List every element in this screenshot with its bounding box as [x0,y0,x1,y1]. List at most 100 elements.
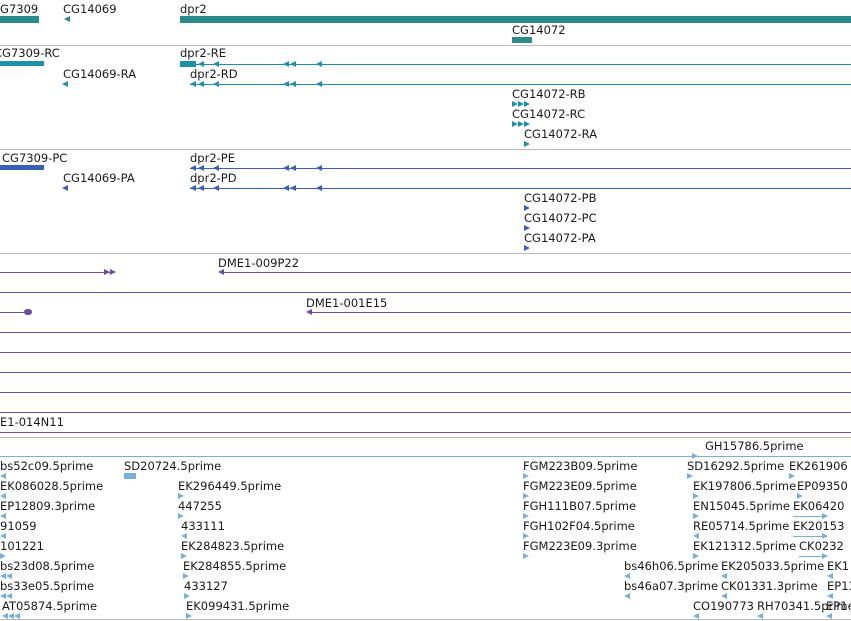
cds-arrow-cg14069-pa[interactable] [62,185,68,191]
est-label[interactable]: RH70341.5prime [757,599,851,613]
gene-bar-cg7309[interactable] [0,16,39,23]
mrna-line-dpr2-rd[interactable] [190,84,851,85]
mrna-arrow-cg14072-rb[interactable] [524,101,530,107]
est-label[interactable]: CK01331.3prime [721,579,818,593]
cds-label-cg14072-pb[interactable]: CG14072-PB [524,191,597,205]
est-label[interactable]: 433111 [181,519,225,533]
est-label[interactable]: EK1 [827,559,850,573]
est-label[interactable]: EP1 [826,599,848,613]
cds-line-dpr2-pd[interactable] [190,188,851,189]
clone-line[interactable] [0,352,851,353]
est-label[interactable]: 101221 [0,539,44,553]
est-label[interactable]: EN15045.5prime [693,499,790,513]
clone-line-dme1-001e15[interactable] [312,312,851,313]
est-label[interactable]: FGH102F04.5prime [523,519,635,533]
est-label[interactable]: EP13 [827,579,851,593]
cds-label-dpr2-pe[interactable]: dpr2-PE [190,151,235,165]
est-label[interactable]: EK296449.5prime [178,479,282,493]
clone-line[interactable] [0,272,112,273]
clone-line[interactable] [0,372,851,373]
est-label[interactable]: 447255 [178,499,222,513]
clone-line[interactable] [0,412,851,413]
mrna-arrow-cg14069-ra[interactable] [62,81,68,87]
clone-line[interactable] [0,312,28,313]
mrna-label-cg14072-rb[interactable]: CG14072-RB [512,87,586,101]
est-label[interactable]: EK099431.5prime [186,599,290,613]
clone-line[interactable] [0,332,851,333]
mrna-feature-cg7309-rc[interactable] [0,61,44,66]
est-line[interactable] [0,456,851,457]
clone-line-dme1-009p22[interactable] [224,272,851,273]
clone-end[interactable] [24,309,32,315]
est-label[interactable]: FGM223E09.3prime [523,539,637,553]
cds-label-cg14072-pc[interactable]: CG14072-PC [524,211,597,225]
est-label[interactable]: FGM223E09.5prime [523,479,637,493]
est-label[interactable]: CK0232 [799,539,844,553]
clone-line[interactable] [0,432,851,433]
mrna-line-dpr2-re[interactable] [196,64,851,65]
cds-arrow-cg14072-pb[interactable] [524,205,530,211]
clone-label-dme1-001e15[interactable]: DME1-001E15 [306,296,388,310]
mrna-arrow-cg14072-rc[interactable] [518,121,524,127]
est-label[interactable]: EK197806.5prime [693,479,797,493]
est-label[interactable]: EK261906 [789,459,848,473]
est-label[interactable]: bs46a07.3prime [624,579,719,593]
est-label[interactable]: EK06420 [793,499,845,513]
est-label[interactable]: EK121312.5prime [693,539,797,553]
mrna-arrow-cg14072-rb[interactable] [518,101,524,107]
cds-label-cg14069-pa[interactable]: CG14069-PA [63,171,135,185]
mrna-arrow-cg14072-ra[interactable] [524,141,530,147]
gene-label-cg14072[interactable]: CG14072 [512,23,566,37]
est-label[interactable]: CO190773 [693,599,754,613]
clone-label-dme1-009p22[interactable]: DME1-009P22 [218,256,300,270]
gene-label-cg7309[interactable]: CG7309 [0,2,39,16]
est-label[interactable]: bs33e05.5prime [0,579,95,593]
est-label[interactable]: EK086028.5prime [0,479,104,493]
est-label[interactable]: AT05874.5prime [2,599,98,613]
est-label[interactable]: EP09350 [797,479,848,493]
mrna-label-cg14072-ra[interactable]: CG14072-RA [524,127,598,141]
est-label[interactable]: EK284855.5prime [183,559,287,573]
est-label[interactable]: GH15786.5prime [705,439,804,453]
mrna-arrow-cg14072-rc[interactable] [524,121,530,127]
est-line[interactable] [793,516,827,517]
est-line[interactable] [799,556,827,557]
mrna-label-cg7309-rc[interactable]: CG7309-RC [0,46,60,60]
clone-line[interactable] [0,392,851,393]
cds-arrow-cg14072-pa[interactable] [524,245,530,251]
est-label[interactable]: FGH111B07.5prime [523,499,637,513]
cds-line-dpr2-pe[interactable] [190,168,851,169]
cds-label-cg14072-pa[interactable]: CG14072-PA [524,231,596,245]
gene-arrow-cg14069[interactable] [64,16,70,22]
mrna-arrow-cg14072-rb[interactable] [512,101,518,107]
gene-label-cg14069[interactable]: CG14069 [63,2,117,16]
mrna-label-cg14072-rc[interactable]: CG14072-RC [512,107,586,121]
est-label[interactable]: 433127 [184,579,228,593]
cds-label-cg7309-pc[interactable]: CG7309-PC [2,151,68,165]
mrna-label-cg14069-ra[interactable]: CG14069-RA [63,67,137,81]
est-label[interactable]: FGM223B09.5prime [523,459,638,473]
est-label[interactable]: EK205033.5prime [721,559,825,573]
cds-label-dpr2-pd[interactable]: dpr2-PD [190,171,237,185]
mrna-arrow-cg14072-rc[interactable] [512,121,518,127]
est-label[interactable]: 91059 [0,519,37,533]
est-label[interactable]: EK20153 [793,519,845,533]
est-label[interactable]: bs52c09.5prime [0,459,94,473]
gene-bar-dpr2[interactable] [180,16,851,23]
gene-label-dpr2[interactable]: dpr2 [180,2,207,16]
est-label[interactable]: bs46h06.5prime [624,559,719,573]
est-block[interactable] [124,473,136,479]
est-label[interactable]: RE05714.5prime [693,519,790,533]
cds-arrow-cg14072-pc[interactable] [524,225,530,231]
clone-label-e1-014n11[interactable]: E1-014N11 [0,415,64,429]
mrna-exon-dpr2-re[interactable] [180,61,196,67]
est-label[interactable]: bs23d08.5prime [0,559,95,573]
mrna-label-dpr2-rd[interactable]: dpr2-RD [190,67,238,81]
est-label[interactable]: SD20724.5prime [124,459,222,473]
est-label[interactable]: SD16292.5prime [687,459,785,473]
cds-feature-cg7309-pc[interactable] [0,165,44,170]
mrna-label-dpr2-re[interactable]: dpr2-RE [180,46,227,60]
gene-bar-cg14072[interactable] [512,37,532,43]
clone-line[interactable] [0,292,851,293]
est-label[interactable]: EP12809.3prime [0,499,96,513]
